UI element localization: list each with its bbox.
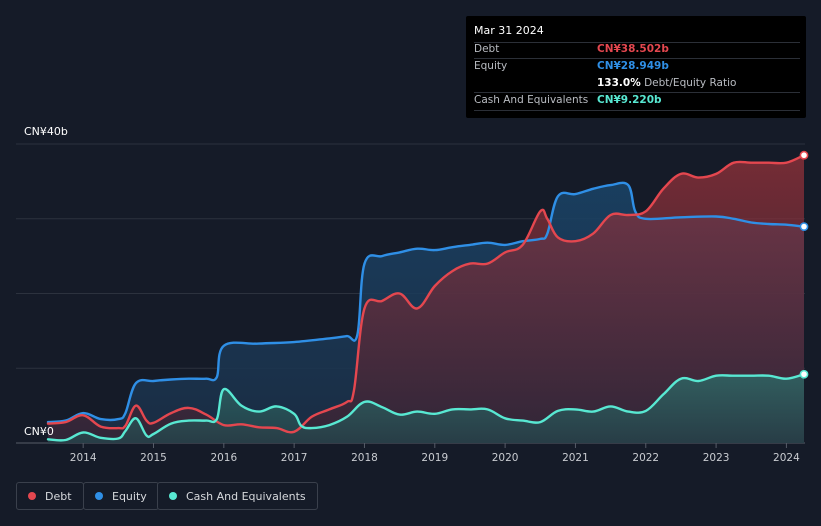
x-tick-label: 2016 xyxy=(210,452,237,464)
tooltip-divider xyxy=(474,92,800,93)
tooltip-divider xyxy=(474,110,800,111)
legend-item-cash[interactable]: Cash And Equivalents xyxy=(157,482,318,510)
line-equity xyxy=(46,181,806,424)
x-tick-label: 2020 xyxy=(492,452,519,464)
line-debt xyxy=(46,154,806,434)
x-tick-label: 2021 xyxy=(562,452,589,464)
x-tick-label: 2017 xyxy=(281,452,308,464)
x-tick-label: 2022 xyxy=(632,452,659,464)
legend-dot-cash xyxy=(169,492,177,500)
tooltip-date: Mar 31 2024 xyxy=(474,24,544,37)
legend-dot-debt xyxy=(28,492,36,500)
series-endpoints xyxy=(799,150,809,379)
series-lines xyxy=(46,154,806,442)
tooltip-cash-label: Cash And Equivalents xyxy=(474,94,589,106)
x-tick-label: 2023 xyxy=(703,452,730,464)
area-cash-and-equivalents xyxy=(48,374,804,443)
endpoint-cash-and-equivalents xyxy=(799,369,809,379)
legend-label-debt: Debt xyxy=(45,489,72,503)
x-tick-label: 2015 xyxy=(140,452,167,464)
tooltip-ratio-label: Debt/Equity Ratio xyxy=(640,77,737,89)
tooltip-ratio: 133.0% Debt/Equity Ratio xyxy=(597,77,736,89)
x-tick-label: 2014 xyxy=(70,452,97,464)
endpoint-equity xyxy=(799,222,809,231)
area-debt xyxy=(48,155,804,443)
endpoint-debt xyxy=(799,150,809,160)
legend-item-debt[interactable]: Debt xyxy=(16,482,84,510)
legend-label-equity: Equity xyxy=(112,489,147,503)
y-axis-top-label: CN¥40b xyxy=(24,125,68,138)
x-tick-label: 2024 xyxy=(773,452,800,464)
tooltip-divider xyxy=(474,58,800,59)
tooltip-ratio-value: 133.0% xyxy=(597,77,641,89)
line-cash-and-equivalents xyxy=(46,373,806,442)
tooltip-cash-value: CN¥9.220b xyxy=(597,94,662,106)
tooltip-equity-label: Equity xyxy=(474,60,508,72)
series-areas xyxy=(48,155,804,443)
x-tick-label: 2018 xyxy=(351,452,378,464)
x-axis: 2014 2015 2016 2017 2018 2019 2020 2021 2022 2023… xyxy=(70,443,800,464)
tooltip-debt-value: CN¥38.502b xyxy=(597,43,669,55)
tooltip-debt-label: Debt xyxy=(474,43,500,55)
legend-item-equity[interactable]: Equity xyxy=(83,482,159,510)
tooltip-divider xyxy=(474,42,800,43)
legend-dot-equity xyxy=(95,492,103,500)
y-axis-bottom-label: CN¥0 xyxy=(24,425,54,438)
tooltip-panel: Mar 31 2024 Debt CN¥38.502b Equity CN¥28… xyxy=(466,16,806,118)
tooltip-equity-value: CN¥28.949b xyxy=(597,60,669,72)
legend-label-cash: Cash And Equivalents xyxy=(186,489,306,503)
x-tick-label: 2019 xyxy=(421,452,448,464)
